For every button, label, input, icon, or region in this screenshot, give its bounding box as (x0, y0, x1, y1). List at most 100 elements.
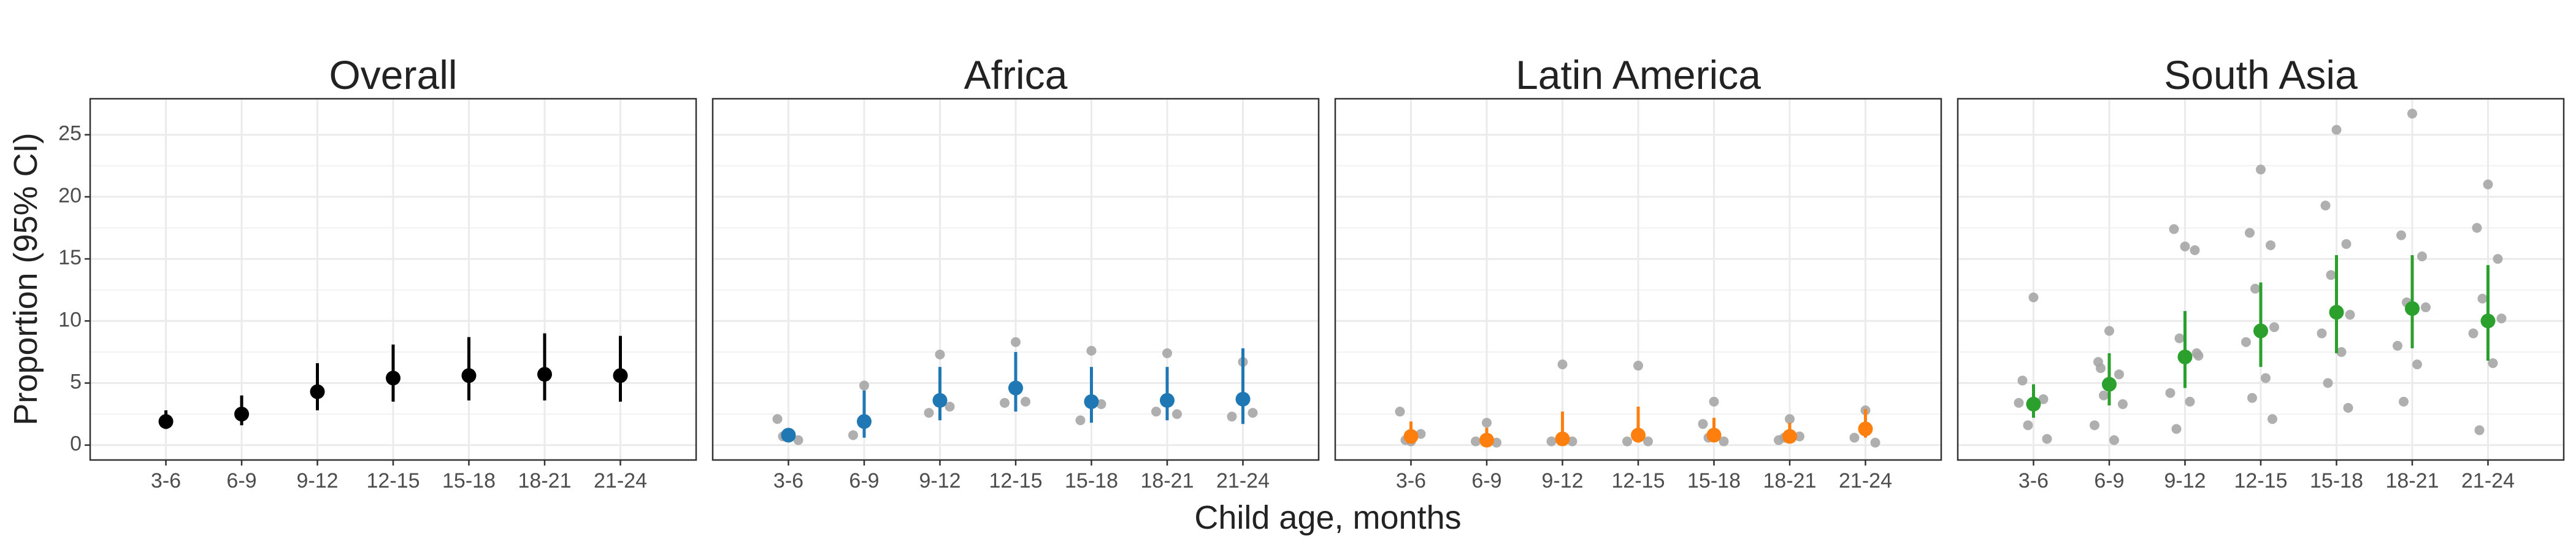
study-point (2028, 292, 2039, 302)
study-point (2496, 313, 2507, 324)
x-tick-label: 12-15 (1612, 469, 1665, 493)
study-point (2468, 328, 2478, 339)
study-point (2174, 333, 2185, 343)
study-point (2323, 378, 2333, 388)
study-point (1785, 414, 1795, 424)
x-tick-label: 18-21 (1141, 469, 1194, 493)
point-estimate (386, 370, 401, 386)
x-tick-label: 18-21 (1763, 469, 1817, 493)
panel-title: South Asia (2164, 52, 2358, 98)
x-tick-label: 3-6 (773, 469, 803, 493)
study-point (2393, 340, 2402, 351)
point-estimate (2253, 323, 2268, 339)
study-point (2180, 241, 2190, 251)
point-estimate (461, 368, 477, 383)
y-tick-label: 0 (70, 432, 82, 456)
study-point (1698, 419, 1708, 429)
study-point (2266, 240, 2275, 250)
x-tick-label: 12-15 (367, 469, 420, 493)
point-estimate (1160, 393, 1175, 408)
study-point (2109, 435, 2119, 445)
point-estimate (613, 368, 628, 383)
study-point (2396, 230, 2406, 240)
study-point (1482, 418, 1492, 428)
x-tick-label: 12-15 (989, 469, 1043, 493)
study-point (1795, 431, 1804, 442)
point-estimate (2480, 313, 2496, 329)
study-point (2245, 228, 2255, 238)
study-point (2317, 328, 2327, 339)
point-estimate (158, 414, 174, 429)
y-tick-label: 5 (70, 370, 82, 393)
study-point (2326, 270, 2336, 280)
x-tick-label: 21-24 (1839, 469, 1892, 493)
study-point (2118, 399, 2128, 409)
study-point (2399, 396, 2409, 407)
study-point (1567, 436, 1577, 447)
study-point (2341, 239, 2352, 249)
x-tick-label: 9-12 (919, 469, 960, 493)
study-point (1227, 412, 1237, 422)
point-estimate (1706, 427, 1722, 443)
point-estimate (2405, 301, 2420, 316)
study-point (2165, 388, 2175, 398)
x-tick-label: 9-12 (296, 469, 338, 493)
panel-border (1957, 98, 2565, 461)
y-tick-label: 15 (58, 246, 82, 269)
study-point (772, 414, 783, 424)
study-point (2417, 251, 2427, 262)
study-point (2488, 358, 2498, 369)
study-point (1633, 361, 1643, 371)
study-point (2042, 434, 2052, 444)
point-estimate (1008, 380, 1023, 396)
point-estimate (2329, 305, 2344, 320)
point-estimate (932, 393, 948, 408)
study-point (1719, 436, 1729, 447)
point-estimate (2102, 377, 2117, 392)
study-point (1096, 399, 1106, 409)
x-axis-label: Child age, months (1194, 499, 1461, 536)
panel-border (711, 98, 1320, 461)
point-estimate (1555, 431, 1570, 447)
study-point (1011, 337, 1021, 347)
study-point (1151, 407, 1161, 417)
x-tick-label: 15-18 (442, 469, 496, 493)
study-point (1622, 436, 1632, 447)
y-tick-label: 25 (58, 122, 82, 145)
x-tick-label: 3-6 (1396, 469, 1426, 493)
study-point (2345, 310, 2355, 320)
study-point (1709, 396, 1719, 407)
study-point (2171, 424, 2182, 434)
study-point (1021, 396, 1030, 407)
x-tick-label: 21-24 (594, 469, 647, 493)
study-point (1416, 429, 1426, 439)
point-estimate (1782, 429, 1797, 444)
study-point (2096, 363, 2106, 374)
point-estimate (1479, 432, 1494, 448)
study-point (924, 408, 934, 418)
study-point (1849, 432, 1860, 443)
study-point (2483, 179, 2493, 190)
study-point (2421, 302, 2431, 313)
x-tick-label: 6-9 (849, 469, 879, 493)
study-point (2267, 414, 2277, 424)
study-point (2331, 125, 2342, 135)
study-point (2343, 402, 2353, 413)
x-tick-label: 15-18 (2310, 469, 2363, 493)
study-point (1086, 345, 1097, 356)
study-point (1546, 436, 1557, 447)
study-point (2191, 348, 2202, 358)
panel-title: Africa (964, 52, 1068, 98)
y-tick-label: 10 (58, 308, 82, 331)
study-point (2261, 373, 2271, 383)
x-tick-label: 6-9 (2094, 469, 2124, 493)
study-point (2477, 293, 2488, 304)
study-point (2099, 390, 2109, 401)
study-point (2038, 394, 2049, 404)
study-point (2014, 397, 2024, 408)
point-estimate (857, 414, 872, 429)
study-point (1395, 407, 1405, 417)
study-point (2250, 283, 2260, 294)
